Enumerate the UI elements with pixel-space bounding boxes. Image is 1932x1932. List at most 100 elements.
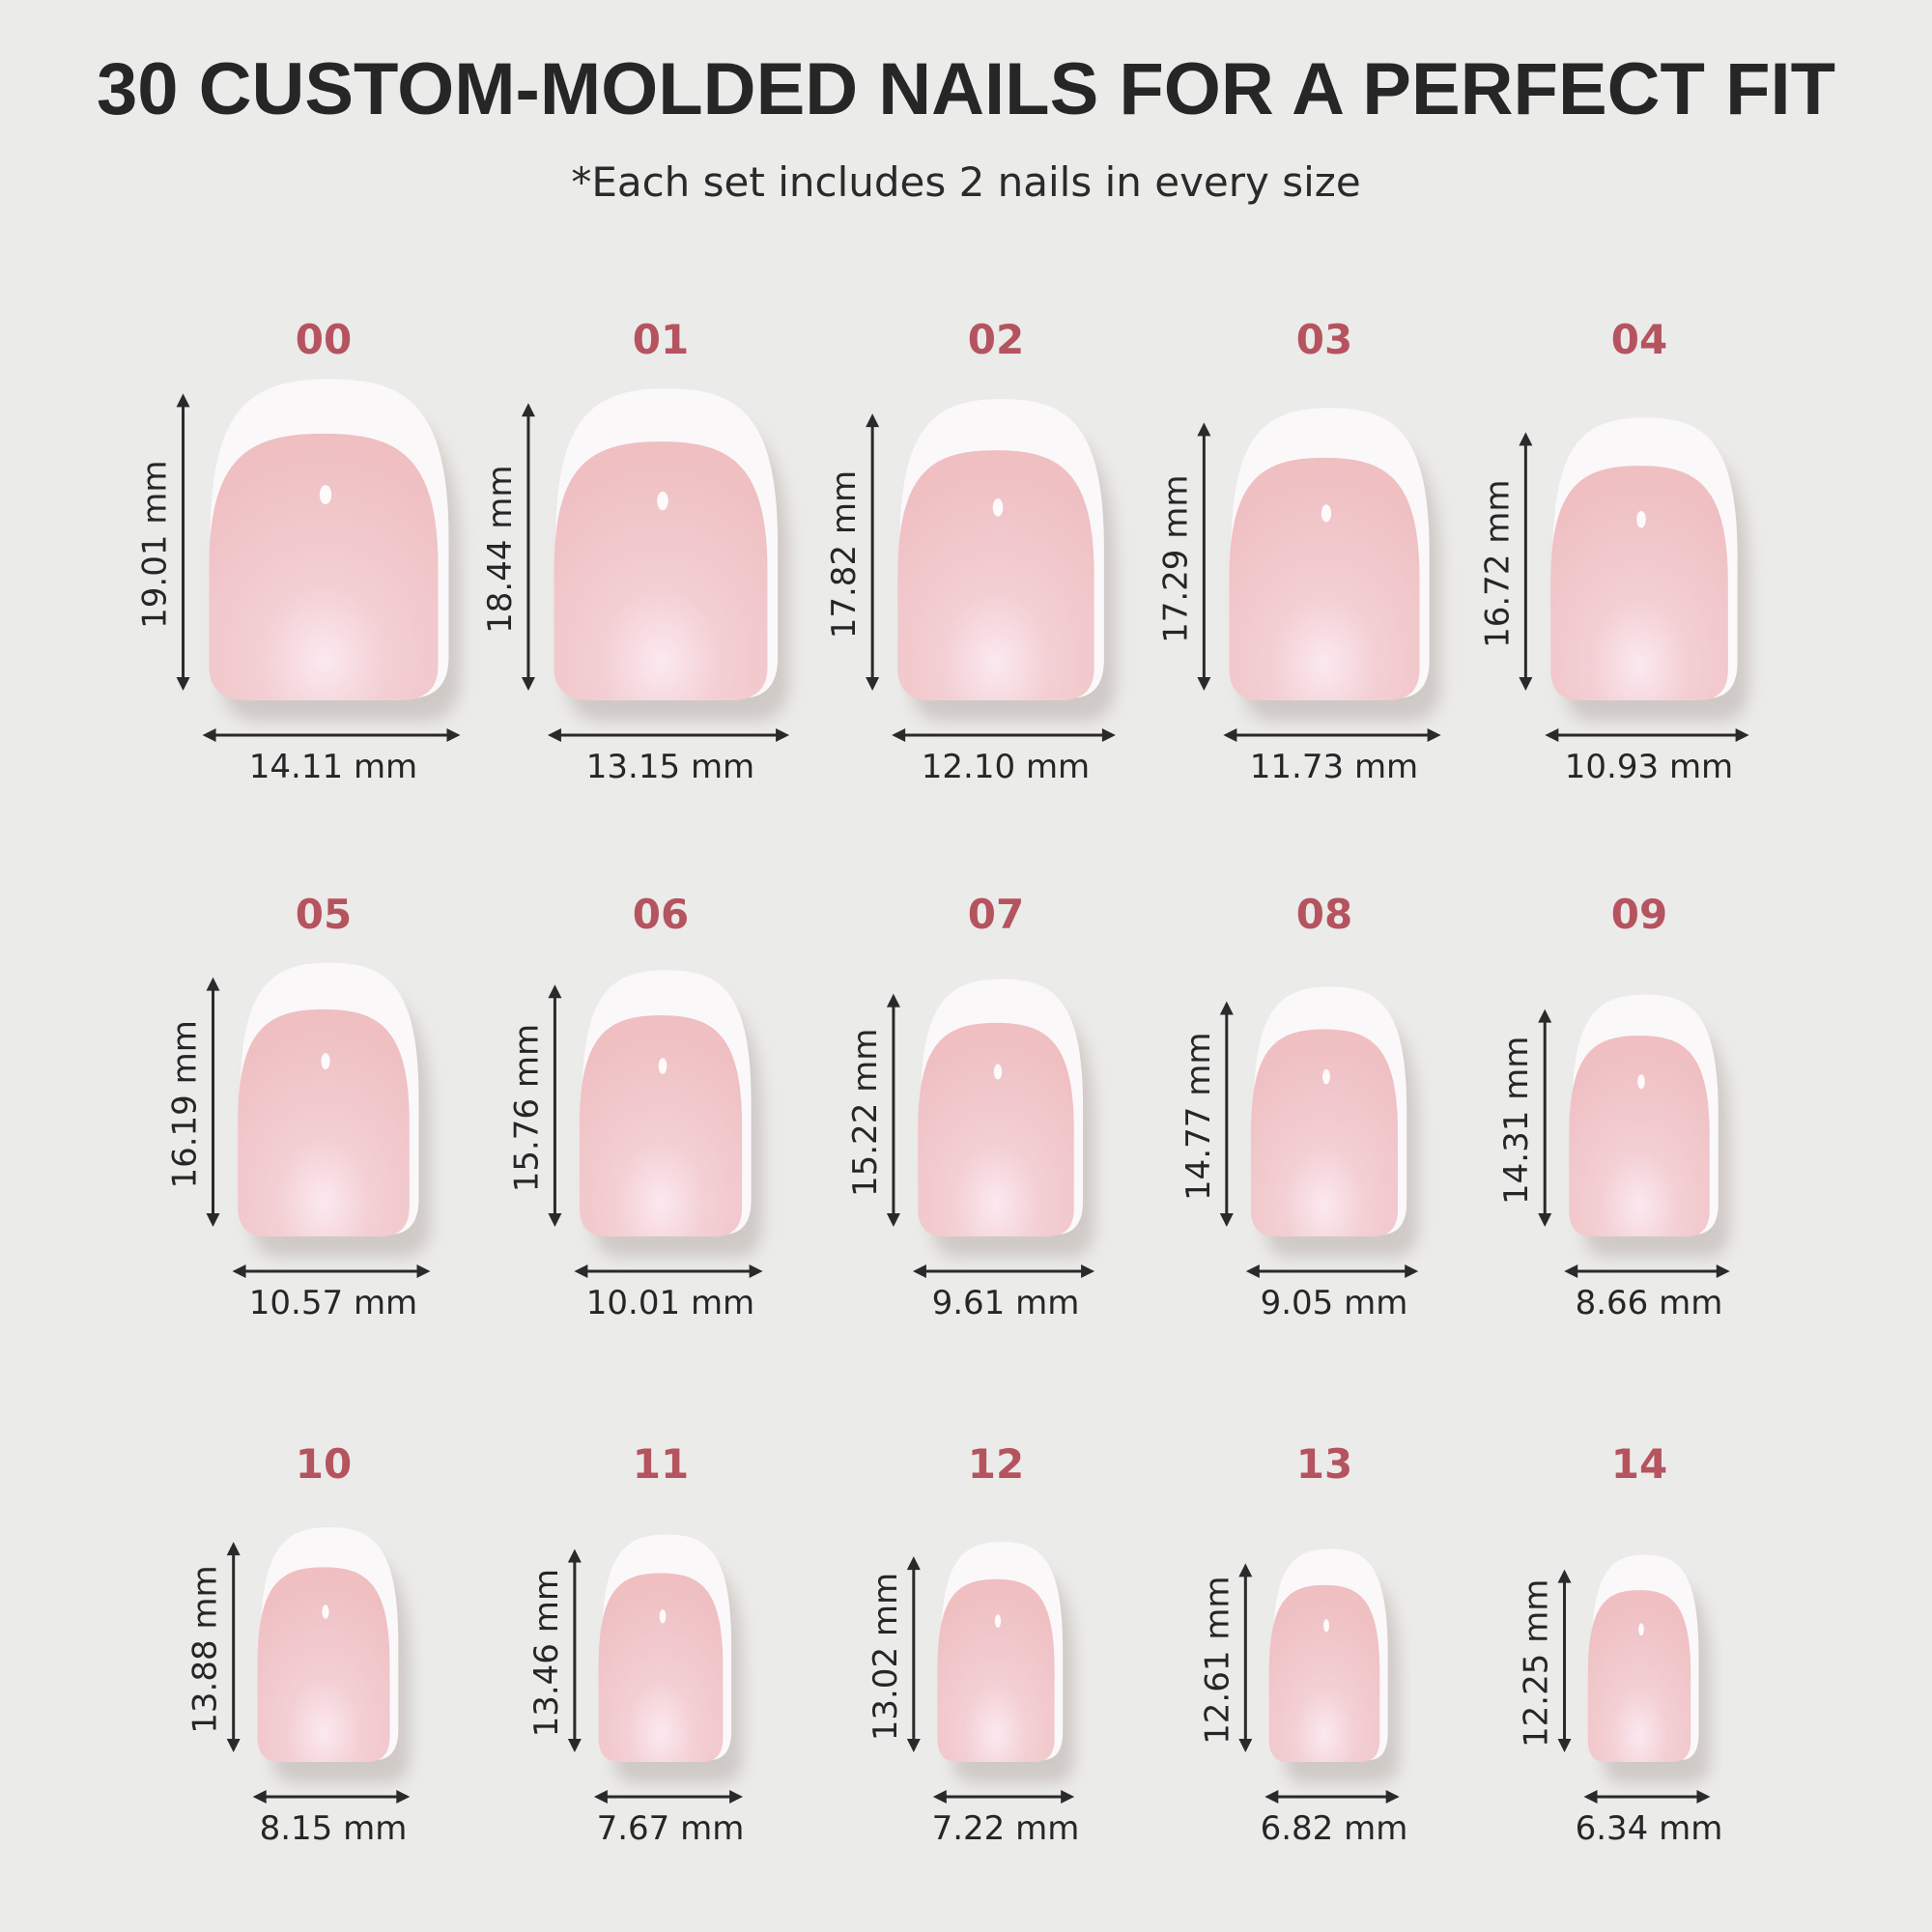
arrow-head-left	[1264, 1790, 1279, 1804]
size-number: 02	[968, 316, 1024, 363]
arrow-head-right	[1061, 1790, 1075, 1804]
arrow-head-up	[1519, 432, 1533, 446]
arrow-head-up	[567, 1548, 582, 1563]
size-number: 09	[1611, 891, 1667, 938]
nail-highlight	[1322, 1068, 1330, 1085]
arrow-head-left	[547, 728, 561, 742]
size-number: 07	[968, 891, 1024, 938]
nail-body-pink	[1569, 1036, 1710, 1236]
arrow-head-up	[906, 1556, 921, 1571]
arrow-head-up	[521, 403, 535, 417]
nail-highlight	[992, 498, 1004, 517]
length-label: 17.29 mm	[1156, 475, 1195, 643]
arrow-head-down	[521, 677, 535, 691]
nail-size-item: 05 16.19 mm 10.57 mm	[166, 891, 431, 1322]
length-label: 12.25 mm	[1518, 1579, 1556, 1747]
arrow-head-down	[176, 677, 190, 691]
width-label: 14.11 mm	[249, 748, 417, 786]
length-label: 13.46 mm	[527, 1569, 566, 1737]
arrow-head-left	[252, 1790, 267, 1804]
arrow-head-up	[1557, 1569, 1572, 1583]
nail-highlight	[1636, 510, 1646, 528]
length-label: 16.19 mm	[166, 1020, 205, 1188]
arrow-head-left	[1223, 728, 1237, 742]
length-label: 15.76 mm	[507, 1024, 546, 1192]
arrow-head-down	[206, 1213, 220, 1227]
nail-highlight	[1637, 1074, 1645, 1090]
nail-body-pink	[598, 1573, 724, 1762]
arrow-head-down	[1197, 677, 1211, 691]
arrow-head-right	[1101, 728, 1116, 742]
nail-body-pink	[554, 441, 768, 700]
nail-body-pink	[579, 1015, 743, 1236]
width-label: 10.93 mm	[1565, 748, 1733, 786]
arrow-head-down	[1557, 1739, 1572, 1752]
nail-highlight	[1323, 1619, 1329, 1633]
nail-body-pink	[1229, 457, 1420, 700]
arrow-head-right	[446, 728, 461, 742]
size-number: 10	[296, 1440, 352, 1488]
nail-highlight	[321, 1053, 330, 1070]
length-label: 14.31 mm	[1497, 1037, 1536, 1205]
width-label: 7.67 mm	[597, 1809, 745, 1848]
arrow-head-left	[892, 728, 906, 742]
nail-size-item: 01 18.44 mm 13.15 mm	[481, 316, 790, 786]
width-label: 12.10 mm	[922, 748, 1090, 786]
arrow-head-right	[1405, 1264, 1419, 1278]
nail-size-item: 14 12.25 mm 6.34 mm	[1518, 1440, 1723, 1848]
length-label: 19.01 mm	[136, 460, 175, 628]
arrow-head-down	[226, 1739, 241, 1752]
nail-size-item: 06 15.76 mm 10.01 mm	[507, 891, 763, 1322]
arrow-head-right	[1081, 1264, 1095, 1278]
arrow-head-up	[886, 993, 900, 1008]
size-number: 06	[633, 891, 689, 938]
length-label: 12.61 mm	[1198, 1576, 1236, 1744]
arrow-head-left	[1245, 1264, 1260, 1278]
nail-body-pink	[238, 1009, 410, 1236]
arrow-head-right	[776, 728, 790, 742]
width-label: 10.57 mm	[249, 1284, 417, 1322]
size-number: 01	[633, 316, 689, 363]
width-label: 6.82 mm	[1261, 1809, 1408, 1848]
nail-highlight	[659, 1609, 667, 1624]
nail-size-item: 10 13.88 mm 8.15 mm	[186, 1440, 411, 1848]
nail-highlight	[994, 1614, 1002, 1629]
arrow-head-down	[1538, 1213, 1552, 1227]
arrow-head-left	[574, 1264, 588, 1278]
length-label: 16.72 mm	[1478, 480, 1517, 648]
arrow-head-left	[932, 1790, 947, 1804]
width-label: 9.61 mm	[932, 1284, 1080, 1322]
arrow-head-right	[1427, 728, 1441, 742]
nail-highlight	[1321, 504, 1332, 523]
nail-highlight	[658, 1058, 668, 1074]
width-label: 9.05 mm	[1261, 1284, 1408, 1322]
nail-size-item: 02 17.82 mm 12.10 mm	[825, 316, 1116, 786]
arrow-head-right	[396, 1790, 411, 1804]
arrow-head-right	[729, 1790, 744, 1804]
nail-body-pink	[897, 450, 1094, 700]
nail-body-pink	[918, 1022, 1074, 1236]
nail-size-item: 04 16.72 mm 10.93 mm	[1478, 316, 1749, 786]
nail-highlight	[993, 1064, 1003, 1080]
arrow-head-down	[866, 677, 880, 691]
arrow-head-down	[567, 1739, 582, 1752]
nail-body-pink	[1250, 1029, 1399, 1236]
length-label: 13.88 mm	[186, 1565, 225, 1733]
nail-size-item: 03 17.29 mm 11.73 mm	[1156, 316, 1441, 786]
arrow-head-down	[548, 1213, 562, 1227]
nail-size-item: 00 19.01 mm 14.11 mm	[136, 316, 461, 786]
nail-size-item: 09 14.31 mm 8.66 mm	[1497, 891, 1730, 1322]
arrow-head-down	[1238, 1739, 1253, 1752]
size-number: 04	[1611, 316, 1667, 363]
arrow-head-up	[548, 984, 562, 999]
width-label: 13.15 mm	[586, 748, 754, 786]
nail-body-pink	[937, 1578, 1055, 1762]
size-number: 03	[1296, 316, 1352, 363]
arrow-head-right	[749, 1264, 763, 1278]
nail-size-item: 12 13.02 mm 7.22 mm	[867, 1440, 1080, 1848]
width-label: 10.01 mm	[586, 1284, 754, 1322]
page-subtitle: *Each set includes 2 nails in every size	[571, 158, 1361, 206]
page-title: 30 CUSTOM-MOLDED NAILS FOR A PERFECT FIT	[96, 48, 1836, 130]
arrow-head-down	[906, 1739, 921, 1752]
